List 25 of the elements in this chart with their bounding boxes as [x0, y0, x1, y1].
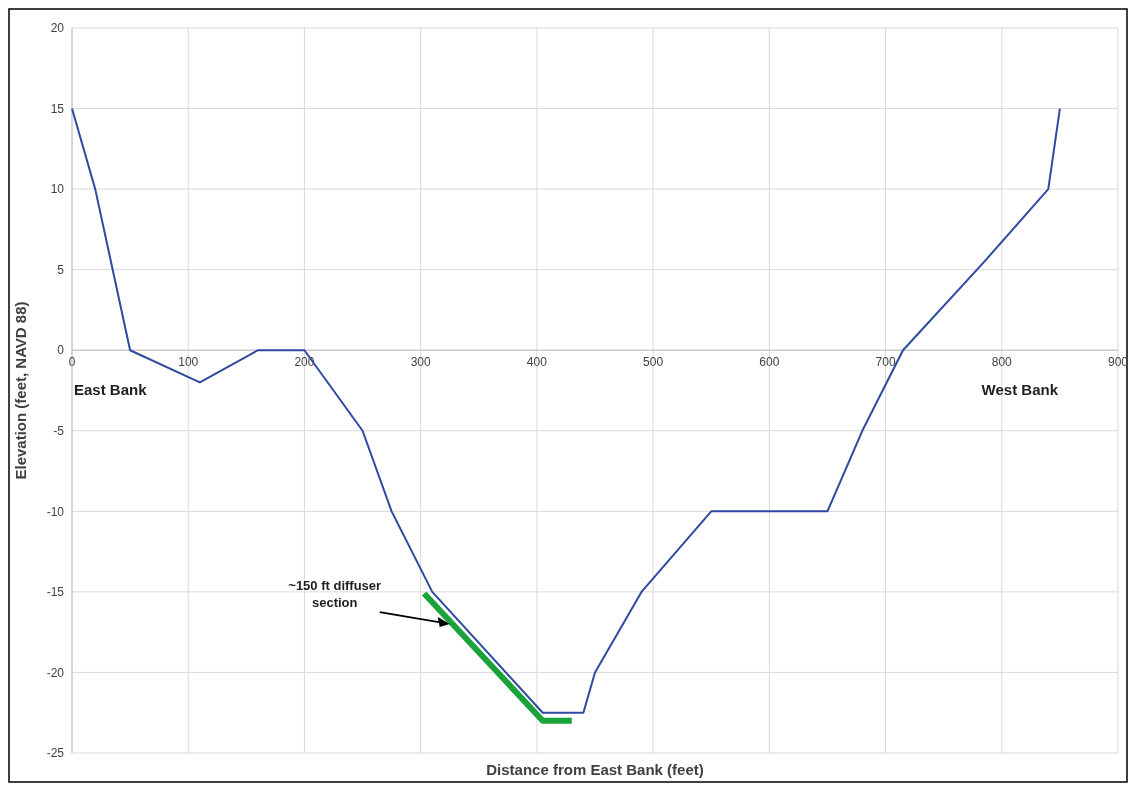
x-tick-label: 800 — [991, 355, 1013, 370]
y-tick-label: -15 — [46, 585, 65, 600]
x-axis-title: Distance from East Bank (feet) — [486, 761, 704, 778]
x-tick-label: 500 — [643, 355, 664, 370]
annotation: ~150 ft diffuser section — [288, 578, 382, 611]
y-tick-label: -5 — [53, 423, 65, 438]
y-tick-label: -10 — [46, 504, 65, 519]
y-tick-label: 15 — [50, 101, 65, 116]
line-series — [71, 107, 1061, 714]
x-tick-label: 700 — [875, 355, 896, 370]
y-tick-label: -25 — [46, 746, 65, 761]
x-tick-label: 100 — [178, 355, 199, 370]
x-tick-label: 300 — [410, 355, 431, 370]
y-tick-label: -20 — [46, 665, 65, 680]
annotation: West Bank — [981, 381, 1059, 399]
x-tick-label: 200 — [294, 355, 315, 370]
x-tick-label: 0 — [68, 355, 76, 370]
x-tick-label: 400 — [526, 355, 548, 370]
annotation: East Bank — [74, 381, 148, 399]
y-axis-title: Elevation (feet, NAVD 88) — [12, 301, 29, 480]
x-tick-label: 600 — [759, 355, 780, 370]
y-tick-label: 0 — [57, 343, 65, 358]
y-tick-label: 10 — [50, 182, 65, 197]
y-tick-label: 20 — [50, 21, 65, 36]
y-tick-label: 5 — [57, 262, 65, 277]
